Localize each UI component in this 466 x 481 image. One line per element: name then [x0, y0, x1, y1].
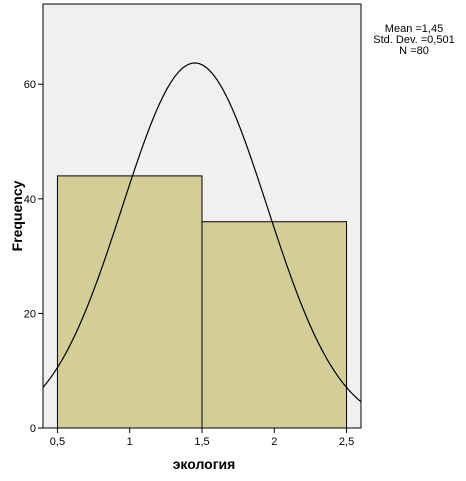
- histogram-bar-2: [201, 221, 348, 429]
- histogram-bar-1: [56, 175, 203, 429]
- x-tick-label: 1: [127, 436, 133, 448]
- x-tick-label: 2,5: [339, 436, 354, 448]
- y-tick-label: 20: [24, 308, 36, 320]
- stat-std-dev: Std. Dev. =0,501: [373, 34, 455, 46]
- stat-mean: Mean =1,45: [384, 23, 444, 35]
- x-tick-label: 2: [271, 436, 277, 448]
- normal-curve: [42, 62, 362, 403]
- y-axis-ticks: 0 20 40 60: [24, 79, 43, 435]
- y-tick-label: 40: [24, 194, 36, 206]
- y-tick-label: 60: [24, 79, 36, 91]
- stats-box: Mean =1,45 Std. Dev. =0,501 N =80: [364, 24, 464, 57]
- y-tick-label: 0: [30, 423, 36, 435]
- x-axis-ticks: 0,5 1 1,5 2 2,5: [50, 428, 354, 448]
- stat-n: N =80: [399, 45, 429, 57]
- bars-group: [56, 175, 348, 429]
- x-tick-label: 0,5: [50, 436, 65, 448]
- x-axis-title: экология: [173, 456, 236, 472]
- x-tick-label: 1,5: [194, 436, 209, 448]
- y-axis-title: Frequency: [9, 180, 25, 251]
